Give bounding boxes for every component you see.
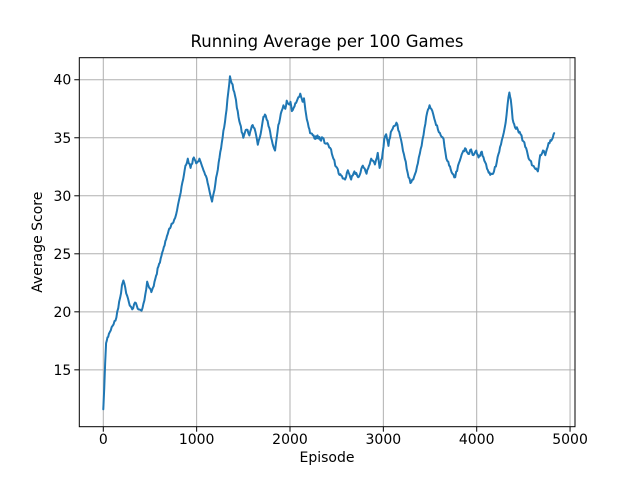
data-line-running_average — [102, 75, 556, 411]
x-tick-label-2000: 2000 — [272, 432, 308, 448]
y-axis-label: Average Score — [30, 192, 46, 293]
y-tick-label-30: 30 — [53, 189, 71, 205]
x-tick-label-4000: 4000 — [459, 432, 495, 448]
y-tick-label-35: 35 — [53, 131, 71, 147]
data-series — [102, 75, 556, 411]
tick-labels: 0 1000 2000 3000 4000 5000 15 20 25 30 35 40 — [53, 73, 587, 448]
plot-spines — [78, 57, 576, 428]
y-tick-label-15: 15 — [53, 363, 71, 379]
axes — [74, 57, 576, 432]
x-axis-label: Episode — [300, 450, 355, 466]
x-tick-label-5000: 5000 — [552, 432, 588, 448]
y-tick-label-20: 20 — [53, 305, 71, 321]
gridlines — [79, 57, 575, 427]
x-tick-label-1000: 1000 — [179, 432, 215, 448]
x-tick-label-0: 0 — [99, 432, 108, 448]
y-tick-label-25: 25 — [53, 247, 71, 263]
chart-title: Running Average per 100 Games — [191, 32, 464, 51]
y-tick-label-40: 40 — [53, 73, 71, 89]
x-tick-label-3000: 3000 — [366, 432, 402, 448]
